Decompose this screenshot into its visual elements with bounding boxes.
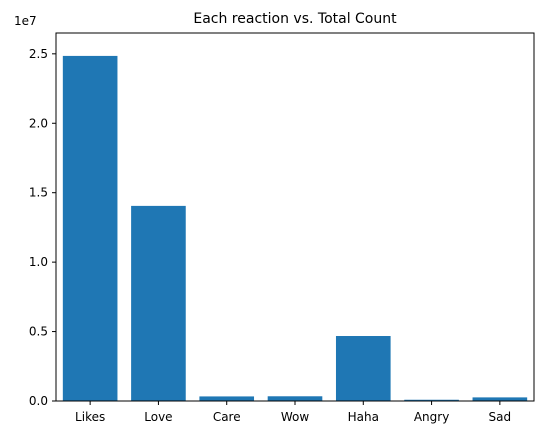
bars-group bbox=[62, 55, 528, 401]
x-tick-label-wow: Wow bbox=[281, 410, 310, 424]
bar-care bbox=[199, 396, 255, 401]
x-tick-label-care: Care bbox=[213, 410, 241, 424]
chart-title: Each reaction vs. Total Count bbox=[193, 11, 397, 27]
y-tick-label: 2.5 bbox=[29, 47, 48, 61]
bar-love bbox=[131, 205, 186, 401]
x-tick-label-likes: Likes bbox=[75, 410, 105, 424]
y-tick-label: 2.0 bbox=[29, 116, 48, 130]
x-tick-label-love: Love bbox=[144, 410, 172, 424]
bar-haha bbox=[335, 336, 391, 401]
y-tick-label: 1.5 bbox=[29, 186, 48, 200]
y-tick-label: 0.5 bbox=[29, 325, 48, 339]
plot-frame bbox=[55, 32, 535, 402]
bar-sad bbox=[472, 397, 528, 401]
bar-angry bbox=[404, 399, 459, 401]
y-axis: 0.0 0.5 1.0 1.5 2.0 2.5 bbox=[29, 47, 56, 408]
bar-wow bbox=[267, 396, 323, 401]
x-axis: Likes Love Care Wow Haha Angry Sad bbox=[75, 401, 511, 424]
bar-likes bbox=[62, 55, 118, 401]
y-axis-offset-label: 1e7 bbox=[14, 14, 37, 28]
y-tick-label: 1.0 bbox=[29, 255, 48, 269]
y-tick-label: 0.0 bbox=[29, 394, 48, 408]
x-tick-label-angry: Angry bbox=[414, 410, 449, 424]
x-tick-label-sad: Sad bbox=[489, 410, 512, 424]
x-tick-label-haha: Haha bbox=[348, 410, 379, 424]
